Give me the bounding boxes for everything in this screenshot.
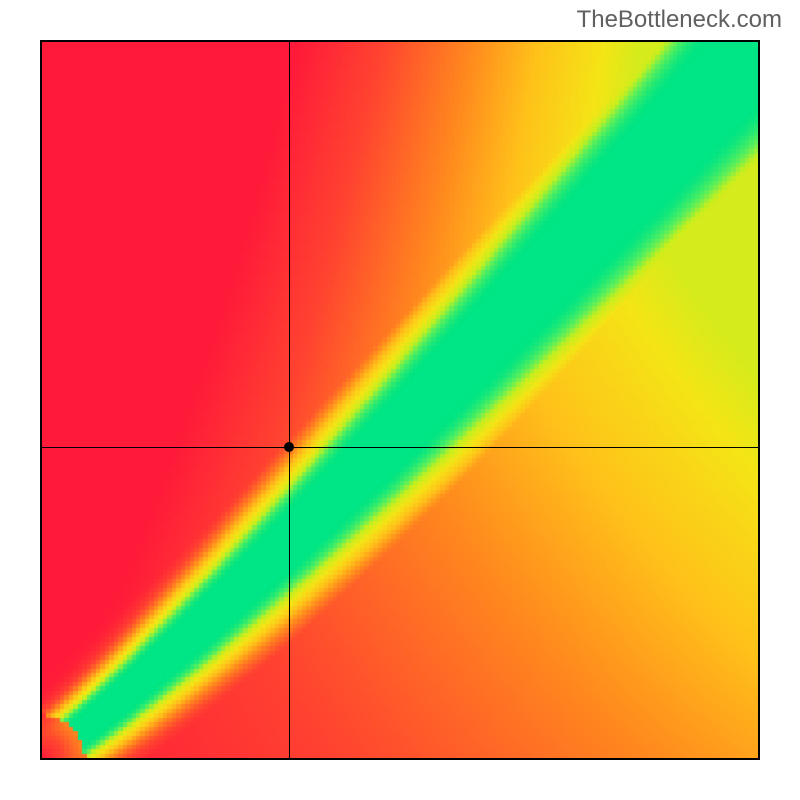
crosshair-vertical (289, 42, 290, 758)
heatmap-canvas (42, 42, 758, 758)
heatmap-plot-area (40, 40, 760, 760)
crosshair-horizontal (42, 447, 758, 448)
crosshair-marker (284, 442, 294, 452)
attribution-text: TheBottleneck.com (577, 6, 782, 34)
